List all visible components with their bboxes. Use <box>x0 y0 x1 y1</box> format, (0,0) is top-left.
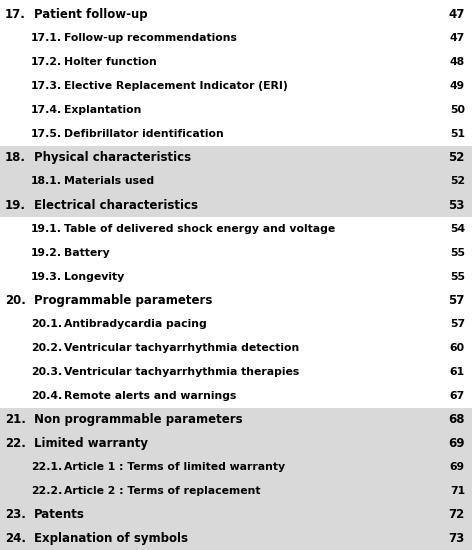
FancyBboxPatch shape <box>0 98 472 122</box>
Text: 20.: 20. <box>5 294 25 307</box>
FancyBboxPatch shape <box>0 289 472 312</box>
Text: 20.1.: 20.1. <box>31 320 62 329</box>
Text: 17.4.: 17.4. <box>31 105 62 115</box>
FancyBboxPatch shape <box>0 122 472 146</box>
Text: Ventricular tachyarrhythmia therapies: Ventricular tachyarrhythmia therapies <box>64 367 299 377</box>
Text: 17.: 17. <box>5 8 25 21</box>
Text: 19.3.: 19.3. <box>31 272 62 282</box>
Text: Non programmable parameters: Non programmable parameters <box>34 413 243 426</box>
Text: Patents: Patents <box>34 508 85 521</box>
Text: Materials used: Materials used <box>64 177 154 186</box>
FancyBboxPatch shape <box>0 265 472 289</box>
FancyBboxPatch shape <box>0 527 472 550</box>
FancyBboxPatch shape <box>0 336 472 360</box>
FancyBboxPatch shape <box>0 3 472 26</box>
Text: Follow-up recommendations: Follow-up recommendations <box>64 34 236 43</box>
Text: 22.2.: 22.2. <box>31 486 62 496</box>
Text: Remote alerts and warnings: Remote alerts and warnings <box>64 391 236 401</box>
Text: 67: 67 <box>450 391 465 401</box>
Text: Programmable parameters: Programmable parameters <box>34 294 212 307</box>
Text: Holter function: Holter function <box>64 57 157 67</box>
Text: 71: 71 <box>450 486 465 496</box>
Text: 73: 73 <box>449 532 465 545</box>
Text: 24.: 24. <box>5 532 25 545</box>
Text: Antibradycardia pacing: Antibradycardia pacing <box>64 320 206 329</box>
Text: 52: 52 <box>448 151 465 164</box>
Text: Ventricular tachyarrhythmia detection: Ventricular tachyarrhythmia detection <box>64 343 299 353</box>
Text: Elective Replacement Indicator (ERI): Elective Replacement Indicator (ERI) <box>64 81 287 91</box>
Text: 69: 69 <box>448 437 465 450</box>
Text: Article 2 : Terms of replacement: Article 2 : Terms of replacement <box>64 486 260 496</box>
Text: Explanation of symbols: Explanation of symbols <box>34 532 188 545</box>
Text: 17.1.: 17.1. <box>31 34 62 43</box>
Text: 18.: 18. <box>5 151 25 164</box>
FancyBboxPatch shape <box>0 384 472 408</box>
FancyBboxPatch shape <box>0 217 472 241</box>
Text: 69: 69 <box>450 463 465 472</box>
Text: 61: 61 <box>450 367 465 377</box>
Text: 49: 49 <box>450 81 465 91</box>
FancyBboxPatch shape <box>0 146 472 169</box>
Text: 23.: 23. <box>5 508 25 521</box>
Text: Patient follow-up: Patient follow-up <box>34 8 148 21</box>
Text: 57: 57 <box>448 294 465 307</box>
Text: 20.4.: 20.4. <box>31 391 62 401</box>
Text: Explantation: Explantation <box>64 105 141 115</box>
FancyBboxPatch shape <box>0 503 472 527</box>
Text: 19.1.: 19.1. <box>31 224 62 234</box>
FancyBboxPatch shape <box>0 51 472 74</box>
Text: 48: 48 <box>450 57 465 67</box>
Text: 22.1.: 22.1. <box>31 463 62 472</box>
Text: Limited warranty: Limited warranty <box>34 437 148 450</box>
FancyBboxPatch shape <box>0 169 472 194</box>
Text: 51: 51 <box>450 129 465 139</box>
Text: 54: 54 <box>450 224 465 234</box>
FancyBboxPatch shape <box>0 74 472 98</box>
Text: 22.: 22. <box>5 437 25 450</box>
Text: 55: 55 <box>450 248 465 258</box>
Text: 47: 47 <box>448 8 465 21</box>
Text: 20.2.: 20.2. <box>31 343 62 353</box>
Text: 53: 53 <box>448 199 465 212</box>
Text: 52: 52 <box>450 177 465 186</box>
Text: Longevity: Longevity <box>64 272 124 282</box>
FancyBboxPatch shape <box>0 194 472 217</box>
Text: 19.: 19. <box>5 199 25 212</box>
Text: 18.1.: 18.1. <box>31 177 62 186</box>
FancyBboxPatch shape <box>0 432 472 455</box>
Text: Electrical characteristics: Electrical characteristics <box>34 199 198 212</box>
FancyBboxPatch shape <box>0 312 472 336</box>
Text: Physical characteristics: Physical characteristics <box>34 151 191 164</box>
Text: 72: 72 <box>449 508 465 521</box>
FancyBboxPatch shape <box>0 408 472 432</box>
Text: Defibrillator identification: Defibrillator identification <box>64 129 223 139</box>
Text: Article 1 : Terms of limited warranty: Article 1 : Terms of limited warranty <box>64 463 285 472</box>
Text: 55: 55 <box>450 272 465 282</box>
Text: 50: 50 <box>450 105 465 115</box>
Text: 47: 47 <box>450 34 465 43</box>
Text: 21.: 21. <box>5 413 25 426</box>
FancyBboxPatch shape <box>0 360 472 384</box>
Text: 68: 68 <box>448 413 465 426</box>
Text: 17.5.: 17.5. <box>31 129 62 139</box>
FancyBboxPatch shape <box>0 479 472 503</box>
Text: Battery: Battery <box>64 248 110 258</box>
Text: 20.3.: 20.3. <box>31 367 62 377</box>
Text: 19.2.: 19.2. <box>31 248 62 258</box>
Text: 57: 57 <box>450 320 465 329</box>
FancyBboxPatch shape <box>0 26 472 51</box>
Text: 60: 60 <box>450 343 465 353</box>
Text: 17.2.: 17.2. <box>31 57 62 67</box>
Text: Table of delivered shock energy and voltage: Table of delivered shock energy and volt… <box>64 224 335 234</box>
FancyBboxPatch shape <box>0 241 472 265</box>
Text: 17.3.: 17.3. <box>31 81 62 91</box>
FancyBboxPatch shape <box>0 455 472 479</box>
